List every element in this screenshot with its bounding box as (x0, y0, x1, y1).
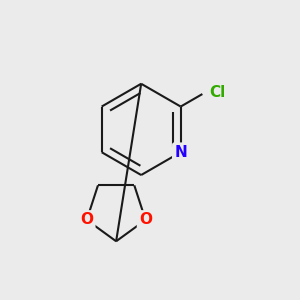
Text: N: N (174, 145, 187, 160)
Text: Cl: Cl (210, 85, 226, 100)
Text: O: O (139, 212, 152, 227)
Text: O: O (80, 212, 93, 227)
